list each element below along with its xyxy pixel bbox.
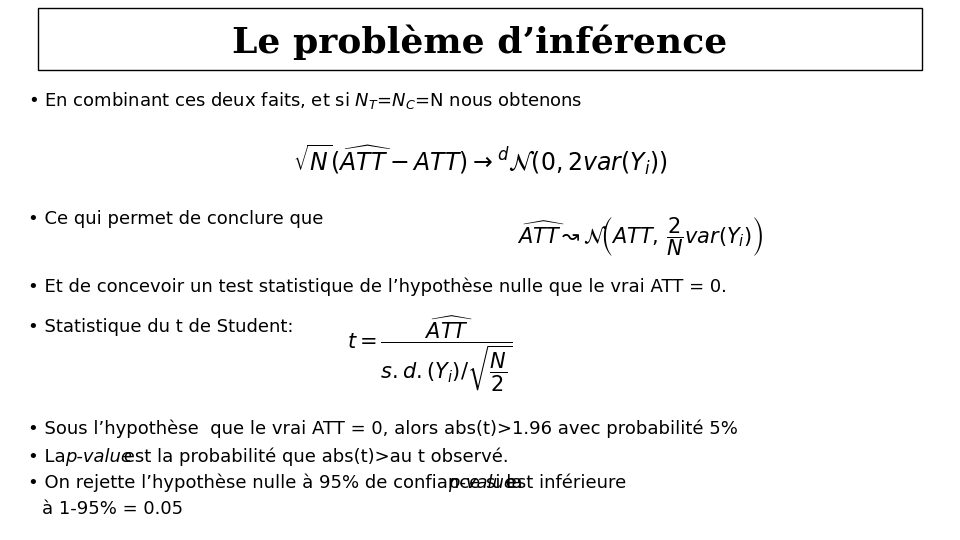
Text: est inférieure: est inférieure [500, 474, 627, 492]
Text: p-value: p-value [448, 474, 515, 492]
Text: • Ce qui permet de conclure que: • Ce qui permet de conclure que [28, 210, 324, 228]
Text: p-value: p-value [65, 448, 132, 466]
Text: • Statistique du t de Student:: • Statistique du t de Student: [28, 318, 294, 336]
Text: Le problème d’inférence: Le problème d’inférence [232, 24, 728, 60]
Text: • On rejette l’hypothèse nulle à 95% de confiance si la: • On rejette l’hypothèse nulle à 95% de … [28, 474, 528, 492]
Text: • En combinant ces deux faits, et si $N_T$=$N_C$=N nous obtenons: • En combinant ces deux faits, et si $N_… [28, 90, 583, 111]
Text: • Et de concevoir un test statistique de l’hypothèse nulle que le vrai ATT = 0.: • Et de concevoir un test statistique de… [28, 278, 727, 296]
Text: $\widehat{ATT} \rightsquigarrow \mathcal{N}\!\left(ATT,\, \dfrac{2}{N}var(Y_i)\r: $\widehat{ATT} \rightsquigarrow \mathcal… [516, 215, 763, 258]
FancyBboxPatch shape [38, 8, 922, 70]
Text: • La: • La [28, 448, 71, 466]
Text: • Sous l’hypothèse  que le vrai ATT = 0, alors abs(t)>1.96 avec probabilité 5%: • Sous l’hypothèse que le vrai ATT = 0, … [28, 420, 738, 438]
Text: est la probabilité que abs(t)>au t observé.: est la probabilité que abs(t)>au t obser… [118, 448, 509, 467]
Text: $\sqrt{N}(\widehat{ATT} - ATT) \rightarrow^{d} \mathcal{N}(0, 2var(Y_i))$: $\sqrt{N}(\widehat{ATT} - ATT) \rightarr… [293, 143, 667, 177]
Text: $t = \dfrac{\widehat{ATT}}{s.d.(Y_i)/\sqrt{\dfrac{N}{2}}}$: $t = \dfrac{\widehat{ATT}}{s.d.(Y_i)/\sq… [348, 314, 513, 393]
Text: à 1-95% = 0.05: à 1-95% = 0.05 [42, 500, 183, 518]
